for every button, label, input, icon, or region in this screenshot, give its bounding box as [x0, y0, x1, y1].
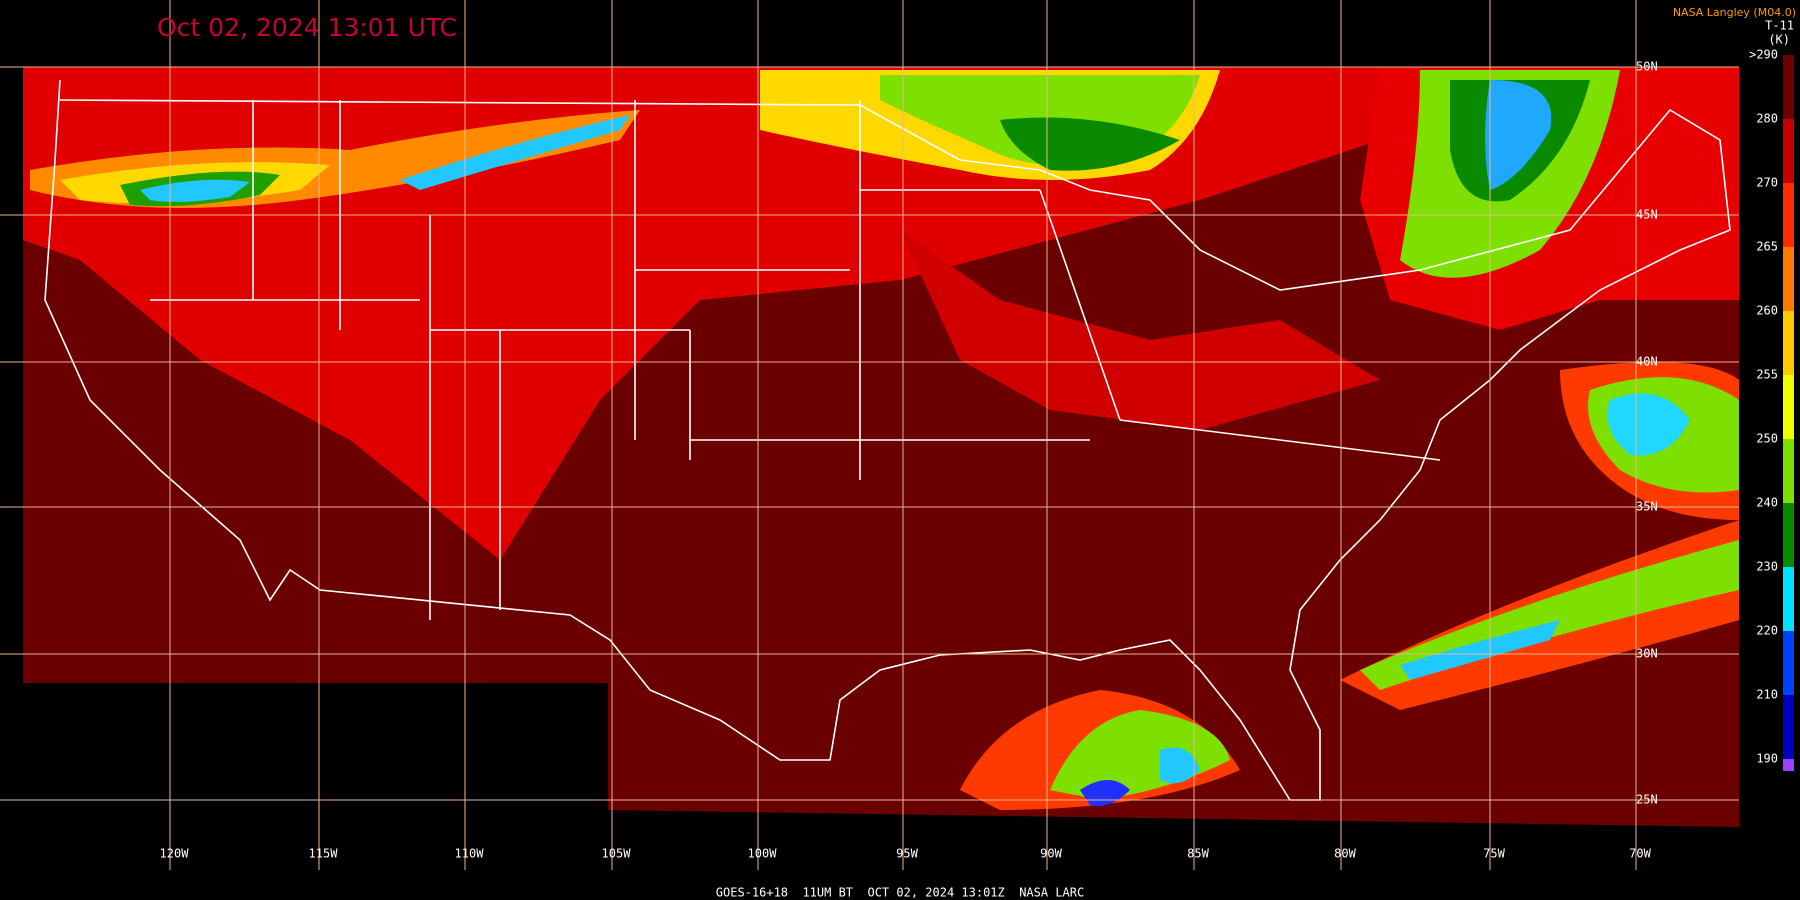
lon-label: 115W: [309, 847, 339, 861]
cloud-band: [140, 179, 250, 202]
cloud-band: [1485, 80, 1552, 190]
colorbar-segment: [1783, 247, 1794, 311]
lon-label: 75W: [1483, 847, 1505, 861]
credit: NASA Langley (M04.0): [1673, 6, 1796, 19]
lat-label: 35N: [1636, 500, 1658, 514]
colorbar-segment: [1783, 55, 1794, 119]
lat-label: 40N: [1636, 355, 1658, 369]
graticule: 120W 115W 110W 105W 100W 95W 90W 85W 80W 75W 70W 50…: [0, 0, 1739, 870]
lon-label: 90W: [1040, 847, 1062, 861]
colorbar-label: 270: [1756, 176, 1778, 190]
colorbar-segment: [1783, 375, 1794, 439]
boundaries: [44, 79, 1731, 801]
colorbar: >290 280 270 265 260 255 250 240 230 220 210 190: [1741, 46, 1800, 782]
cloud-band: [1000, 117, 1180, 171]
colorbar-label: 280: [1756, 112, 1778, 126]
colorbar-label: 230: [1756, 560, 1778, 574]
colorbar-label: 255: [1756, 368, 1778, 382]
state-lines: [150, 100, 1441, 620]
colorbar-segment: [1783, 311, 1794, 375]
lon-label: 80W: [1334, 847, 1356, 861]
lat-label: 50N: [1636, 60, 1658, 74]
colorbar-label: 260: [1756, 304, 1778, 318]
footer: GOES-16+18 11UM BT OCT 02, 2024 13:01Z N…: [716, 886, 1084, 900]
lat-label: 45N: [1636, 208, 1658, 222]
lon-label: 105W: [602, 847, 632, 861]
lon-label: 110W: [455, 847, 485, 861]
outline: [44, 79, 1731, 801]
colorbar-segment: [1783, 439, 1794, 503]
lat-label: 25N: [1636, 793, 1658, 807]
colorbar-segment: [1783, 695, 1794, 759]
colorbar-label: 220: [1756, 624, 1778, 638]
title: Oct 02, 2024 13:01 UTC: [157, 13, 457, 42]
cloud-band: [1607, 393, 1690, 456]
lon-label: 120W: [160, 847, 190, 861]
cloud-band: [1160, 747, 1200, 784]
colorbar-segment: [1783, 631, 1794, 695]
colorbar-label: 210: [1756, 688, 1778, 702]
colorbar-label: >290: [1749, 48, 1778, 62]
colorbar-segment: [1783, 119, 1794, 183]
cloud-band: [1400, 620, 1560, 680]
lon-label: 70W: [1629, 847, 1651, 861]
lon-label: 85W: [1187, 847, 1209, 861]
cloud-band: [400, 115, 630, 190]
product: T-11: [1765, 19, 1794, 33]
imagery: [23, 67, 1739, 827]
colorbar-label: 190: [1756, 752, 1778, 766]
colorbar-segment: [1783, 503, 1794, 567]
colorbar-segment: [1783, 183, 1794, 247]
colorbar-label: 265: [1756, 240, 1778, 254]
colorbar-label: 250: [1756, 432, 1778, 446]
cloud-warm: [900, 230, 1380, 430]
lat-label: 30N: [1636, 647, 1658, 661]
cloud-warm: [23, 67, 1400, 560]
colorbar-segment: [1783, 759, 1794, 771]
lon-label: 100W: [748, 847, 778, 861]
unit: (K): [1768, 33, 1790, 47]
colorbar-segment: [1783, 567, 1794, 631]
colorbar-label: 240: [1756, 496, 1778, 510]
lon-label: 95W: [896, 847, 918, 861]
